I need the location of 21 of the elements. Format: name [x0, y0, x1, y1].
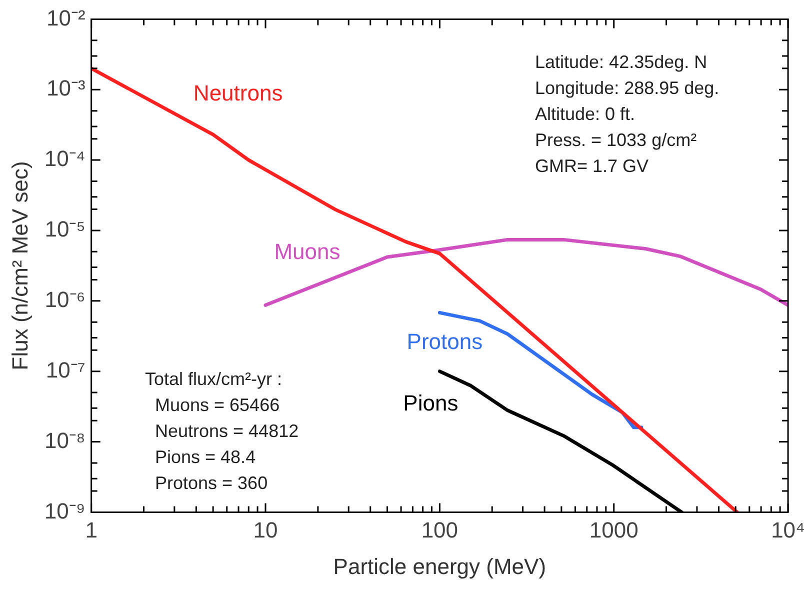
x-tick-label: 10 [253, 517, 278, 542]
series-label: Pions [403, 390, 458, 416]
x-axis-title: Particle energy (MeV) [333, 554, 546, 579]
y-tick-label: 10⁻⁷ [46, 357, 86, 382]
annotation: Total flux/cm²-yr : Muons = 65466 Neutrons = 44812 Pions = 48.4 Protons = 360 [145, 368, 299, 493]
y-axis-title: Flux (n/cm² MeV sec) [7, 161, 32, 370]
y-tick-label: 10⁻² [46, 5, 86, 30]
y-tick-label: 10⁻⁸ [44, 428, 86, 453]
y-tick-label: 10⁻⁶ [44, 286, 86, 312]
y-tick-label: 10⁻⁴ [44, 146, 86, 172]
series-label: Neutrons [193, 80, 283, 106]
x-tick-label: 1000 [589, 517, 638, 542]
y-tick-label: 10⁻⁹ [44, 498, 86, 524]
y-tick-label: 10⁻⁵ [44, 216, 86, 242]
x-tick-label: 1 [85, 517, 98, 542]
y-tick-label: 10⁻³ [46, 76, 86, 101]
x-tick-label: 10⁴ [771, 517, 806, 542]
annotation: Latitude: 42.35deg. N Longitude: 288.95 deg. Altitude: 0 ft. Press. = 1033 g/cm² GMR= 1.7 GV [535, 52, 720, 176]
series-label: Muons [274, 239, 340, 264]
series-label: Protons [406, 328, 483, 354]
x-tick-label: 100 [421, 517, 458, 542]
